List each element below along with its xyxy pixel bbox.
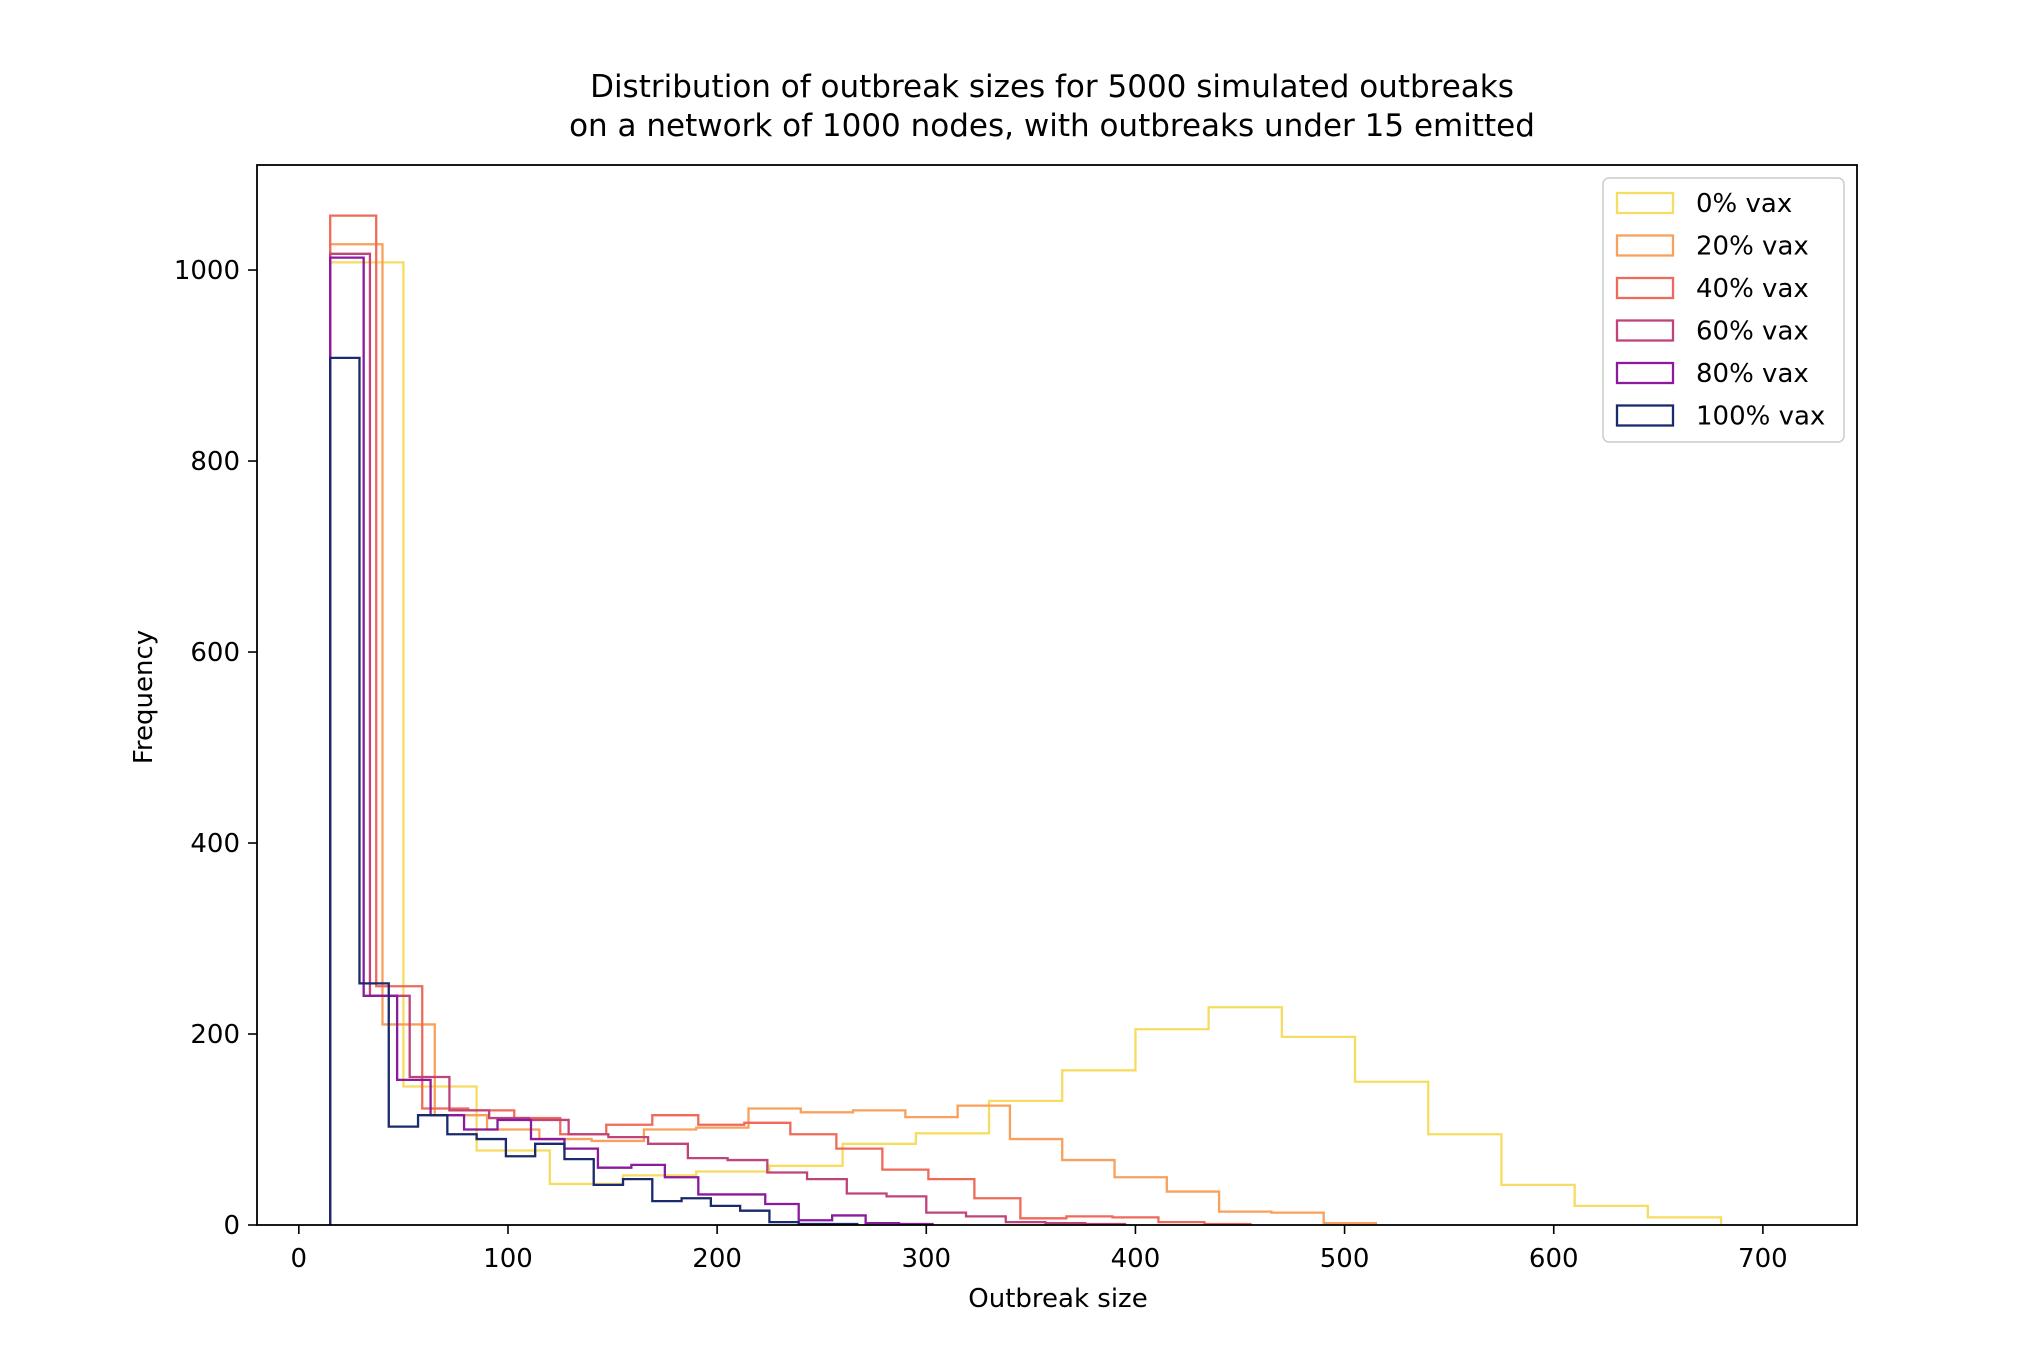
y-tick-label-4: 800	[190, 447, 240, 477]
chart-title-line-2: on a network of 1000 nodes, with outbrea…	[569, 108, 1535, 144]
chart-title-line-1: Distribution of outbreak sizes for 5000 …	[590, 69, 1514, 105]
y-tick-label-1: 200	[190, 1020, 240, 1050]
legend-frame	[1602, 177, 1845, 443]
y-tick-label-2: 400	[190, 829, 240, 859]
legend-swatch-5	[1615, 404, 1675, 427]
legend-label-5: 100% vax	[1696, 402, 1825, 432]
plot-frame	[256, 164, 1858, 1226]
x-tick-label-2: 200	[692, 1244, 742, 1274]
legend-swatch-3	[1615, 319, 1675, 342]
legend-label-0: 0% vax	[1696, 189, 1792, 219]
legend: 0% vax 20% vax 40% vax 60% vax 80% vax 100% v…	[1602, 177, 1845, 443]
legend-label-4: 80% vax	[1696, 359, 1809, 389]
legend-swatch-1	[1615, 234, 1675, 257]
legend-swatch-4	[1615, 361, 1675, 385]
y-tick-label-0: 0	[223, 1211, 240, 1241]
series-0-outline	[329, 261, 1723, 1225]
y-tick-label-5: 1000	[174, 256, 240, 286]
series-3-outline	[329, 252, 1127, 1226]
y-tick-label-3: 600	[190, 638, 240, 668]
x-tick-label-4: 400	[1111, 1244, 1161, 1274]
x-tick-label-6: 600	[1529, 1244, 1579, 1274]
series-1-outline	[329, 243, 1378, 1225]
series-5-outline	[329, 356, 859, 1226]
legend-swatch-2	[1615, 276, 1675, 300]
series-2-outline	[329, 214, 1252, 1226]
x-tick-label-3: 300	[901, 1244, 951, 1274]
x-axis-label: Outbreak size	[968, 1284, 1147, 1314]
x-tick-label-7: 700	[1738, 1244, 1788, 1274]
legend-label-3: 60% vax	[1696, 317, 1809, 347]
x-tick-label-0: 0	[291, 1244, 308, 1274]
y-axis: 0 200 400 600 800 1000	[174, 256, 257, 1241]
x-tick-label-5: 500	[1320, 1244, 1370, 1274]
series-4-outline	[329, 256, 934, 1226]
legend-label-2: 40% vax	[1696, 274, 1809, 304]
x-tick-label-1: 100	[483, 1244, 533, 1274]
legend-swatch-0	[1615, 191, 1675, 215]
series-layer	[329, 214, 1723, 1226]
legend-label-1: 20% vax	[1696, 232, 1809, 262]
y-axis-label: Frequency	[129, 630, 159, 764]
x-axis: 0 100 200 300 400 500 600 700	[291, 1225, 1788, 1274]
